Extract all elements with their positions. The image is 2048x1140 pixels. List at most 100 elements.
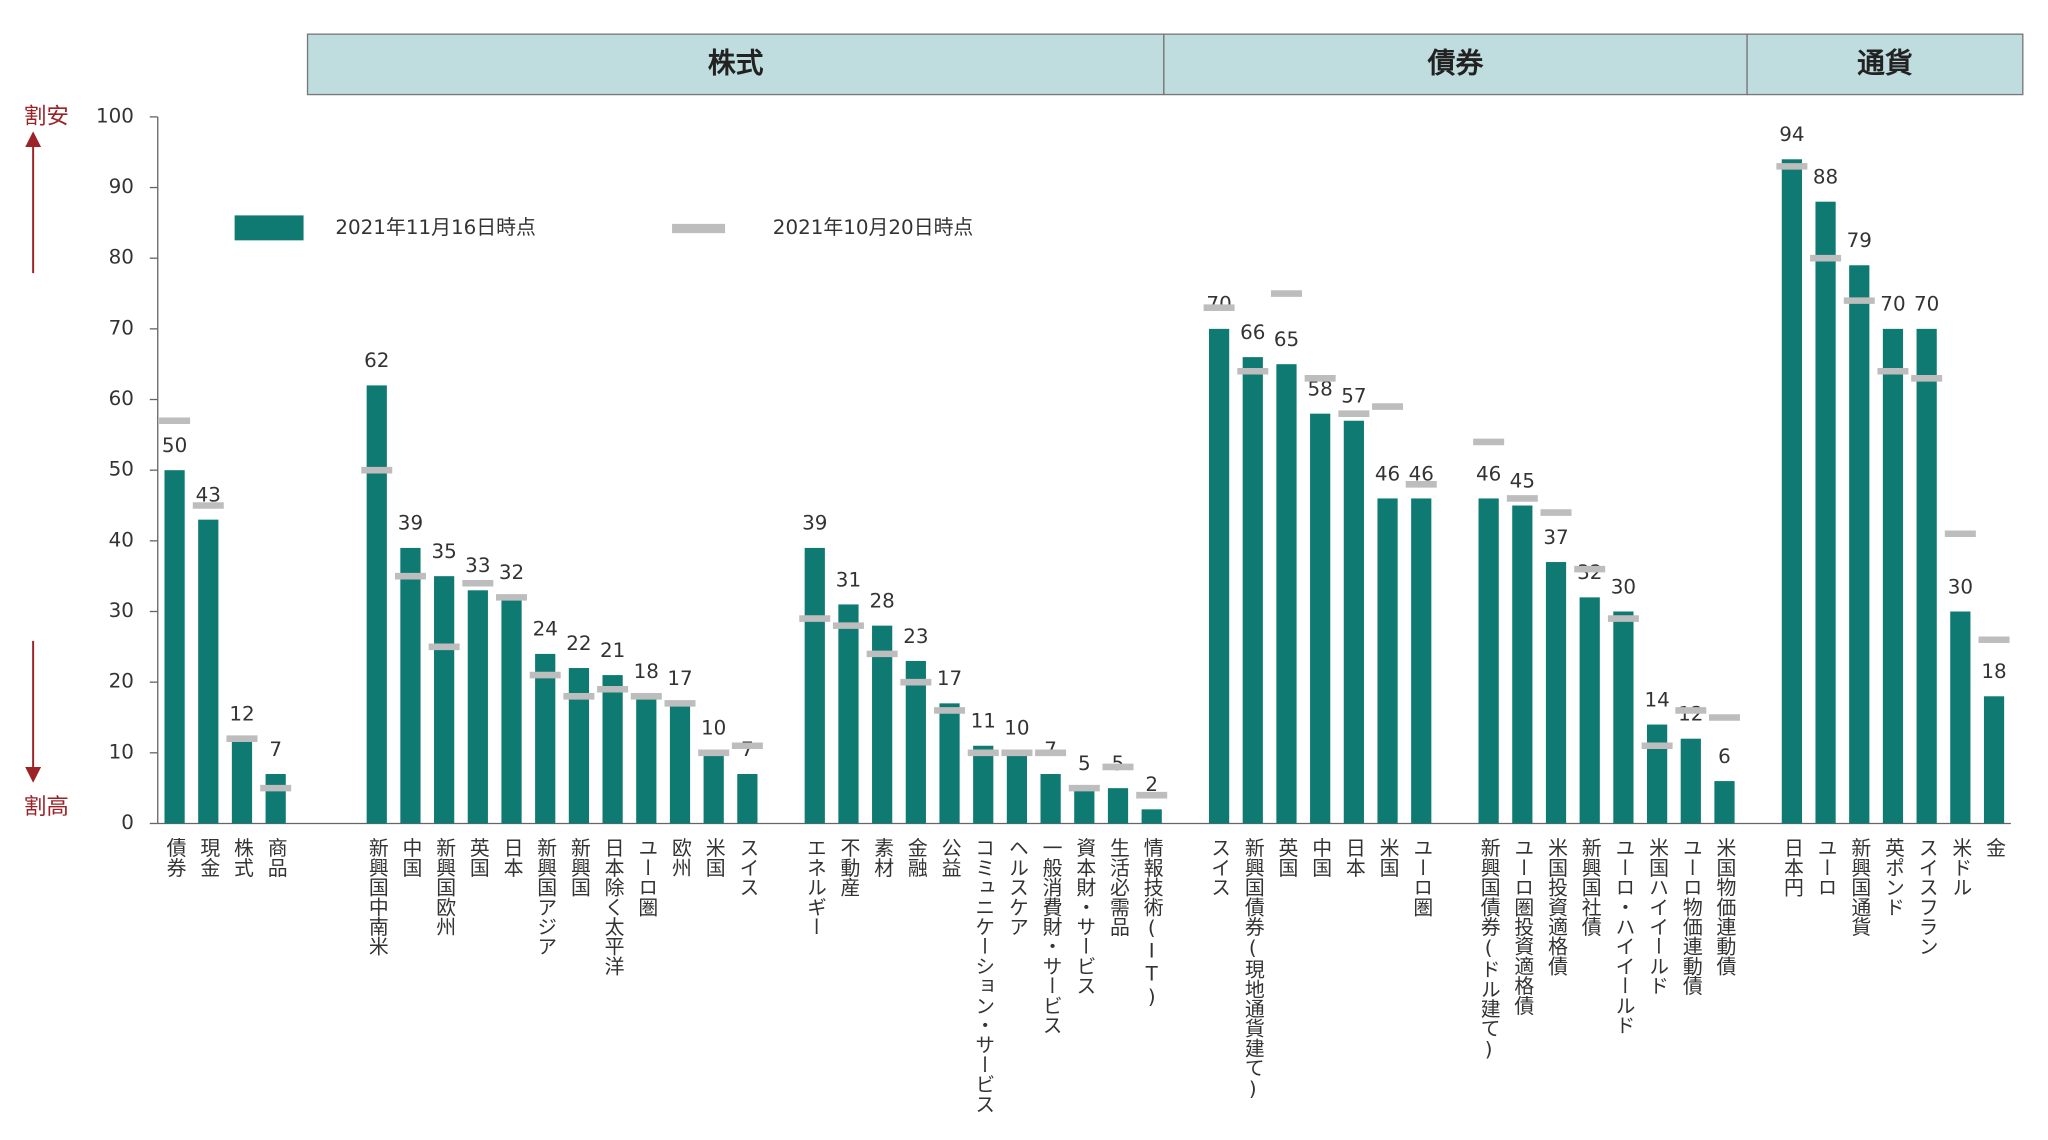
bar (1040, 774, 1061, 824)
bar (703, 752, 724, 824)
value-label: 37 (1543, 526, 1568, 549)
value-label: 17 (667, 667, 692, 690)
bar (636, 696, 657, 824)
bar (1781, 159, 1802, 824)
y-tick-label: 60 (109, 387, 134, 410)
x-tick-label: 商品 (264, 838, 287, 877)
bar (467, 590, 488, 824)
x-tick-label: 公益 (938, 838, 961, 877)
value-label: 12 (1678, 703, 1703, 726)
value-label: 12 (229, 703, 254, 726)
value-label: 10 (1004, 717, 1029, 740)
x-tick-label: 日本 (500, 838, 523, 877)
bar (1680, 738, 1701, 824)
bar (1512, 505, 1533, 824)
value-label: 66 (1240, 321, 1265, 344)
bar (1343, 420, 1364, 824)
bar (1916, 328, 1937, 824)
value-label: 46 (1476, 462, 1501, 485)
x-tick-label: 資本財・サービス (1073, 838, 1096, 996)
bar (1983, 696, 2005, 824)
bar (535, 653, 556, 824)
x-tick-label: 米国 (702, 838, 725, 877)
value-label: 23 (903, 625, 928, 648)
value-label: 46 (1409, 462, 1434, 485)
value-label: 58 (1308, 378, 1333, 401)
bar (568, 668, 590, 824)
legend-label: 2021年10月20日時点 (773, 216, 974, 239)
x-tick-label: 新興国社債 (1578, 838, 1601, 936)
value-label: 65 (1274, 328, 1299, 351)
x-tick-label: ユーロ (1814, 838, 1837, 897)
x-tick-label: 新興国 (567, 838, 590, 897)
value-label: 6 (1718, 745, 1731, 768)
bar (1242, 357, 1263, 824)
value-label: 24 (533, 618, 558, 641)
bar (905, 660, 926, 824)
value-label: 39 (398, 512, 423, 535)
legend-swatch (234, 215, 304, 241)
y-tick-label: 0 (121, 811, 134, 834)
bar (1545, 562, 1567, 824)
x-tick-label: 中国 (1309, 838, 1332, 877)
y-tick-label: 90 (109, 175, 134, 198)
y-tick-label: 10 (109, 740, 134, 763)
value-label: 30 (1948, 575, 1973, 598)
bar (939, 703, 960, 824)
x-tick-label: 金 (1982, 838, 2005, 858)
value-label: 46 (1375, 462, 1400, 485)
bar (164, 470, 185, 824)
bar (231, 738, 253, 824)
bar (1950, 611, 1971, 824)
value-label: 14 (1644, 688, 1669, 711)
x-tick-label: 現金 (197, 838, 220, 877)
bar (872, 625, 893, 824)
bar (1646, 724, 1668, 824)
x-tick-label: 米国 (1376, 838, 1399, 877)
bar (1411, 498, 1432, 824)
value-label: 28 (870, 590, 895, 613)
bar (1815, 201, 1836, 824)
x-tick-label: 欧州 (668, 838, 691, 877)
section-header: 債券 (1427, 46, 1485, 79)
x-tick-label: 新興国中南米 (365, 838, 388, 956)
value-label: 32 (499, 561, 524, 584)
x-tick-label: 米国投資適格債 (1544, 838, 1567, 976)
value-label: 88 (1813, 166, 1838, 189)
value-label: 22 (566, 632, 591, 655)
bar (1006, 752, 1028, 824)
value-label: 94 (1779, 123, 1804, 146)
bar (1478, 498, 1499, 824)
x-tick-label: 英国 (466, 838, 489, 877)
bar (1310, 413, 1331, 824)
legend-label: 2021年11月16日時点 (335, 216, 536, 239)
value-label: 7 (1044, 738, 1057, 761)
value-label: 57 (1341, 385, 1366, 408)
value-label: 70 (1914, 293, 1939, 316)
bar (400, 547, 421, 824)
bar (1377, 498, 1398, 824)
value-label: 11 (971, 710, 996, 733)
y-tick-label: 100 (96, 104, 134, 127)
y-tick-label: 30 (109, 599, 134, 622)
x-tick-label: 日本 (1342, 838, 1365, 877)
value-label: 10 (701, 717, 726, 740)
bar (1074, 788, 1095, 824)
x-tick-label: 新興国債券(現地通貨建て) (1241, 838, 1264, 1100)
x-tick-label: 生活必需品 (1106, 838, 1129, 936)
x-tick-label: 新興国債券(ドル建て) (1477, 838, 1500, 1061)
bar (198, 519, 219, 824)
value-label: 35 (431, 540, 456, 563)
x-tick-label: 新興国通貨 (1848, 838, 1871, 936)
x-tick-label: 米国物価連動債 (1713, 838, 1736, 976)
value-label: 70 (1880, 293, 1905, 316)
x-tick-label: ヘルスケア (1005, 838, 1028, 936)
value-label: 18 (1981, 660, 2006, 683)
value-label: 7 (269, 738, 282, 761)
x-tick-label: エネルギー (803, 838, 826, 936)
value-label: 17 (937, 667, 962, 690)
bar (366, 385, 387, 824)
x-tick-label: 一般消費財・サービス (1039, 838, 1062, 1035)
value-label: 33 (465, 554, 490, 577)
